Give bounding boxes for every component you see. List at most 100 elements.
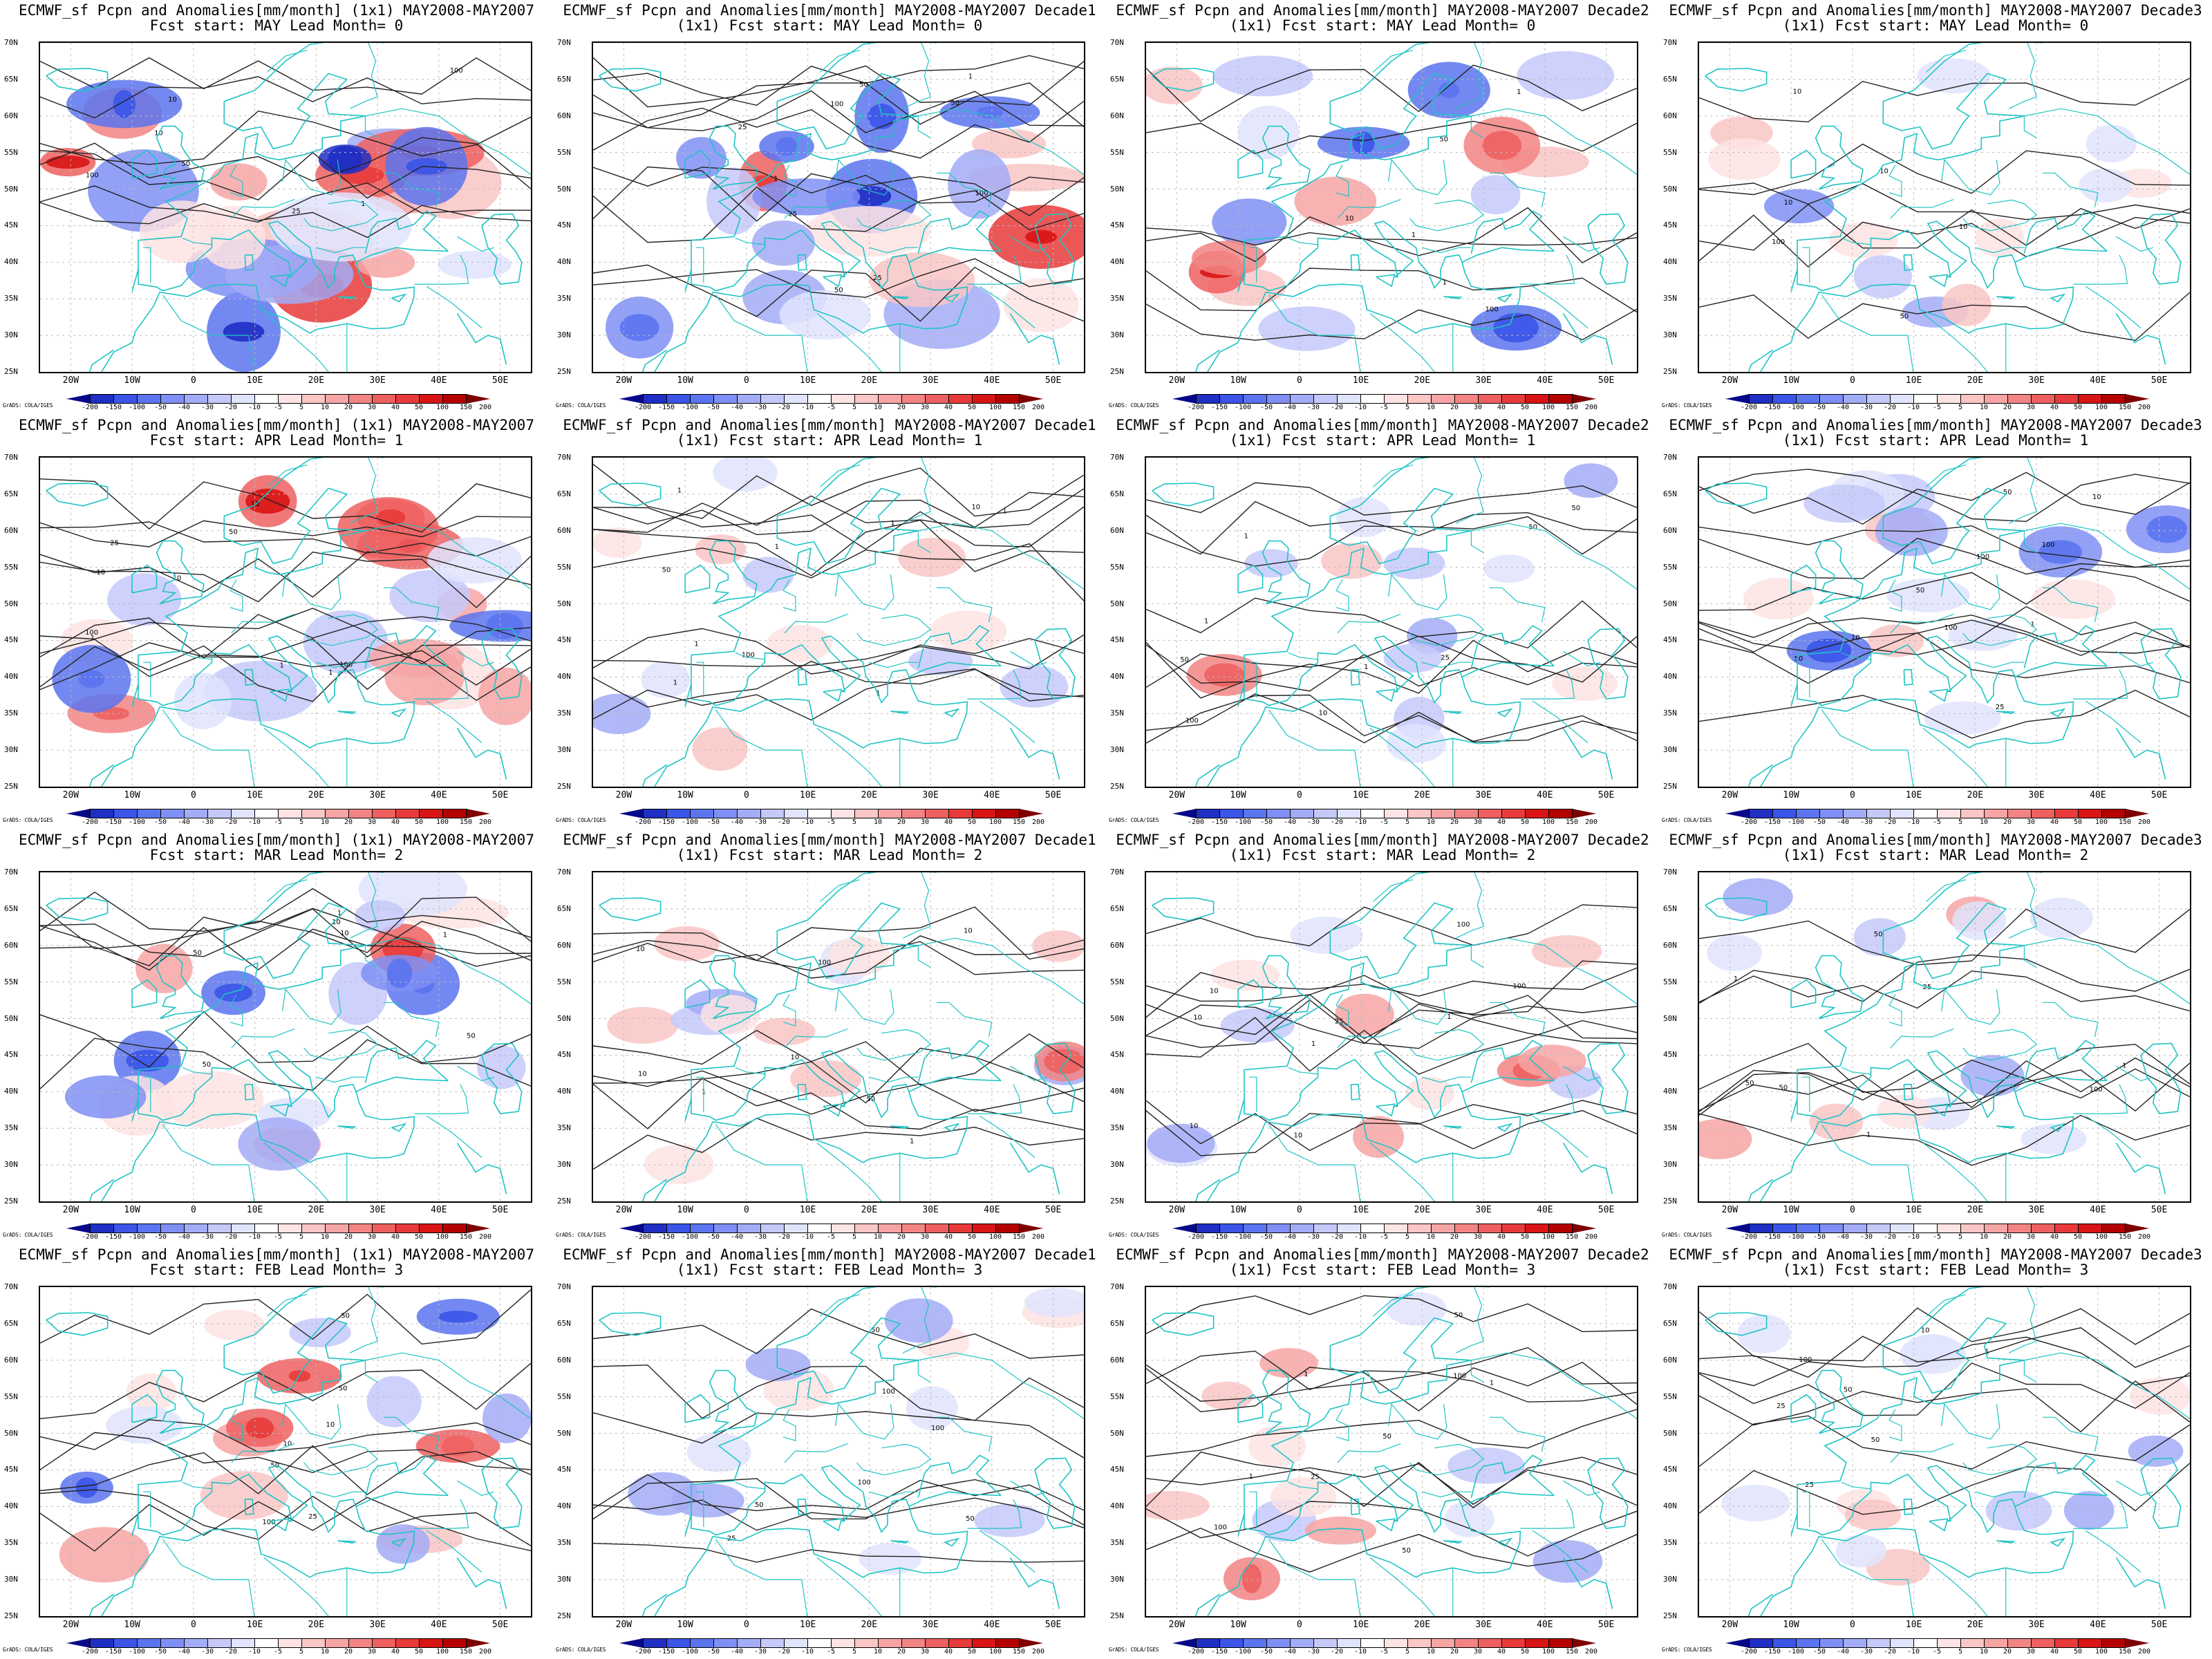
grads-credit: GrADS: COLA/IGES [3, 402, 53, 409]
contour-label: 50 [229, 528, 238, 536]
contour-label: 100 [450, 67, 463, 75]
coastline [1244, 1050, 1555, 1121]
country-border [263, 1142, 329, 1201]
colorbar-label: -20 [1330, 1648, 1344, 1656]
country-border [349, 1287, 378, 1353]
colorbar-label: 40 [944, 818, 953, 826]
country-border [715, 294, 808, 372]
lat-tick-label: 30N [4, 1160, 18, 1170]
lon-tick-label: 40E [984, 1205, 1000, 1215]
anomaly-patch [126, 1373, 177, 1412]
colorbar-label: -20 [1883, 404, 1897, 411]
country-border [1337, 1443, 1401, 1463]
coastline [1562, 1557, 1613, 1609]
colorbar-label: 30 [1473, 1648, 1483, 1656]
country-border [384, 1002, 440, 1038]
anomaly-patch [1952, 901, 2007, 940]
lon-tick-label: 0 [190, 1620, 196, 1630]
precip-contour [1146, 1017, 1637, 1075]
coastline [823, 274, 843, 288]
lat-tick-label: 25N [557, 1197, 571, 1206]
colorbar-swatch [1290, 394, 1314, 404]
coastline [709, 125, 758, 190]
colorbar-swatch [1243, 394, 1267, 404]
anomaly-patch [427, 537, 523, 584]
colorbar-swatch [1431, 1638, 1455, 1648]
panel-title-line1: ECMWF_sf Pcpn and Anomalies[mm/month] (1… [19, 2, 534, 19]
colorbar-swatch [2007, 394, 2032, 404]
precip-contour [1146, 207, 1637, 263]
coastline [1790, 1394, 1817, 1423]
panel-title-line2: Fcst start: MAY Lead Month= 0 [149, 17, 404, 34]
coastline [641, 764, 667, 787]
colorbar-swatch [466, 394, 490, 404]
contour-label: 1 [694, 640, 698, 648]
colorbar-swatch [690, 1638, 714, 1648]
country-border [1888, 1409, 1902, 1441]
contour-label: 1 [280, 662, 284, 670]
lat-tick-label: 30N [1663, 1575, 1677, 1584]
coastline [1237, 979, 1264, 1009]
country-border [1962, 1443, 2038, 1476]
country-border [1563, 1065, 1600, 1082]
lat-tick-label: 70N [4, 868, 18, 877]
coastline [1797, 1465, 2108, 1536]
colorbar-swatch [66, 1638, 91, 1648]
coastline [1207, 1091, 1521, 1201]
country-border [2116, 1065, 2153, 1082]
coastline [917, 210, 1002, 254]
coastline [1929, 1518, 1949, 1532]
lon-tick-label: 10W [1230, 1205, 1246, 1215]
colorbar-label: -10 [800, 1648, 814, 1656]
country-border [2073, 669, 2128, 700]
country-border [1802, 1491, 1810, 1527]
contour-label: 1 [1304, 1371, 1308, 1378]
colorbar-label: -10 [247, 1648, 261, 1656]
colorbar-swatch [2007, 1638, 2032, 1648]
country-border [1288, 1481, 1318, 1490]
lat-tick-label: 55N [4, 562, 18, 572]
country-border [1890, 613, 1954, 634]
contour-label: 1 [890, 520, 894, 527]
lon-tick-label: 50E [2150, 1205, 2168, 1215]
anomaly-patch [478, 667, 531, 725]
colorbar-label: 150 [1012, 1233, 1026, 1241]
contour-label: 1 [1364, 664, 1368, 671]
coastline [890, 711, 910, 715]
contour-label: 10 [1921, 1327, 1930, 1335]
country-border [1821, 1539, 1914, 1616]
lat-tick-label: 60N [1110, 1355, 1124, 1365]
precip-contour [40, 645, 531, 702]
colorbar-swatch [254, 1638, 279, 1648]
colorbar-label: 100 [1541, 1648, 1555, 1656]
colorbar-swatch [1172, 809, 1197, 818]
precip-contour [40, 202, 531, 238]
colorbar-swatch [643, 1638, 667, 1648]
precip-contour [593, 258, 1084, 298]
panel-title-line1: ECMWF_sf Pcpn and Anomalies[mm/month] MA… [1669, 417, 2202, 433]
anomaly-patch [686, 1432, 751, 1472]
coastline [1996, 296, 2016, 300]
colorbar-label: -5 [273, 818, 283, 826]
colorbar-swatch [713, 1224, 738, 1233]
colorbar-label: -150 [657, 1233, 675, 1241]
colorbar-swatch [784, 1638, 808, 1648]
country-border [1249, 662, 1257, 697]
colorbar-swatch [1548, 809, 1573, 818]
colorbar-swatch [442, 809, 467, 818]
precip-contour [593, 543, 1084, 601]
colorbar-label: 100 [1541, 818, 1555, 826]
precip-contour [1699, 1307, 2190, 1362]
lat-tick-label: 70N [1663, 1282, 1677, 1291]
colorbar-swatch [1172, 1224, 1197, 1233]
anomaly-core [1493, 312, 1539, 343]
country-border [2116, 1480, 2153, 1497]
country-border [349, 458, 378, 524]
panel-title-line1: ECMWF_sf Pcpn and Anomalies[mm/month] MA… [563, 832, 1096, 848]
colorbar-label: -50 [153, 404, 167, 411]
colorbar-swatch [160, 809, 185, 818]
colorbar-swatch [2054, 809, 2079, 818]
colorbar-label: 10 [873, 1648, 883, 1656]
